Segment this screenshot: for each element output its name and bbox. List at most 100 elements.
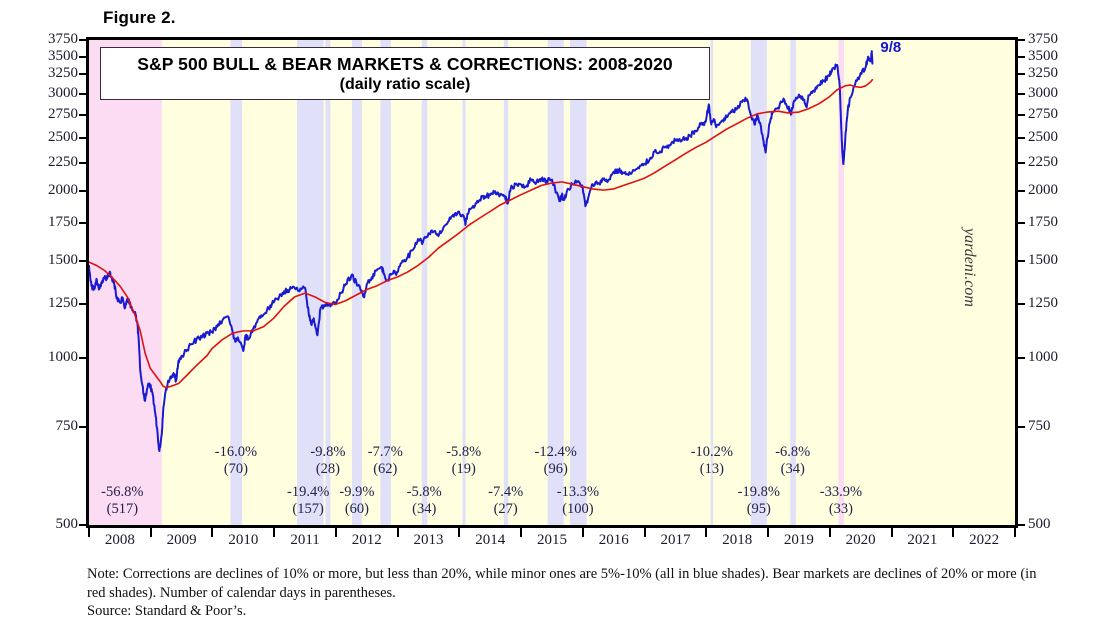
band-annotation-days: (70) — [223, 461, 248, 478]
band-annotation: -12.4% (96) — [510, 444, 602, 478]
y-axis-tick-right — [1018, 426, 1025, 429]
x-axis-label: 2011 — [290, 532, 320, 548]
band-annotation: -7.4% (27) — [460, 484, 552, 518]
band-annotation-days: (62) — [373, 461, 398, 478]
band-annotation-pct: -16.0% — [214, 444, 258, 460]
plot-inner — [89, 40, 1015, 525]
band-annotation-pct: -33.9% — [819, 484, 863, 500]
band-annotation: -16.0% (70) — [190, 444, 282, 478]
y-axis-label-right: 3750 — [1028, 31, 1058, 47]
x-axis-label: 2009 — [166, 532, 197, 548]
chart-title-box: S&P 500 BULL & BEAR MARKETS & CORRECTION… — [100, 47, 710, 100]
y-axis-tick-right — [1018, 190, 1025, 193]
x-axis-tick — [458, 528, 461, 537]
y-axis-tick-right — [1018, 259, 1025, 262]
band-annotation: -5.8% (19) — [418, 444, 510, 478]
y-axis-label-left: 750 — [55, 418, 79, 435]
band-annotation-pct: -9.8% — [310, 444, 346, 460]
x-axis-tick — [643, 528, 646, 537]
band-annotation-pct: -5.8% — [406, 484, 442, 500]
band-annotation-pct: -7.4% — [488, 484, 524, 500]
y-axis-label-right: 1250 — [1028, 295, 1058, 312]
y-axis-label-right: 500 — [1028, 516, 1051, 532]
x-axis-label: 2008 — [104, 532, 135, 548]
shaded-band-bear — [89, 40, 162, 525]
band-annotation: -10.2% (13) — [666, 444, 758, 478]
x-axis-label: 2021 — [907, 532, 938, 548]
y-axis-label-right: 3500 — [1028, 47, 1058, 64]
y-axis-tick-left — [79, 357, 86, 360]
y-axis-tick-right — [1018, 303, 1025, 306]
x-axis-label: 2022 — [969, 532, 1000, 548]
band-annotation-days: (34) — [780, 461, 805, 478]
band-annotation: -9.9% (60) — [311, 484, 403, 518]
y-axis-tick-right — [1018, 524, 1025, 526]
y-axis-tick-right — [1018, 92, 1025, 95]
band-annotation-pct: -5.8% — [446, 444, 482, 460]
y-axis-label-left: 1250 — [48, 295, 78, 312]
y-axis-label-left: 3000 — [48, 84, 78, 101]
y-axis-label-right: 1750 — [1028, 214, 1058, 231]
y-axis-label-left: 2750 — [48, 105, 78, 122]
y-axis-label-right: 2250 — [1028, 153, 1058, 170]
x-axis-label: 2019 — [783, 532, 814, 548]
x-axis-tick — [890, 528, 893, 537]
band-annotation-pct: -9.9% — [339, 484, 375, 500]
y-axis-tick-left — [79, 136, 86, 139]
price-series-line — [89, 50, 874, 452]
x-axis-label: 2012 — [351, 532, 382, 548]
band-annotation-days: (13) — [699, 461, 724, 478]
y-axis-label-left: 1000 — [48, 349, 78, 366]
y-axis-tick-left — [79, 222, 86, 225]
band-annotation-days: (33) — [828, 501, 853, 518]
shaded-band-correction — [297, 40, 324, 525]
y-axis-tick-right — [1018, 73, 1025, 76]
band-annotation: -6.8% (34) — [747, 444, 839, 478]
band-annotation: -19.8% (95) — [713, 484, 805, 518]
x-axis-label: 2013 — [413, 532, 444, 548]
x-axis-tick — [520, 528, 523, 537]
x-axis-tick — [705, 528, 708, 537]
y-axis-tick-right — [1018, 39, 1025, 41]
x-axis-tick — [334, 528, 337, 537]
y-axis-label-left: 1750 — [48, 214, 78, 231]
band-annotation: -5.8% (34) — [378, 484, 470, 518]
y-axis-tick-left — [79, 73, 86, 76]
y-axis-tick-left — [79, 524, 86, 526]
x-axis-label: 2015 — [537, 532, 567, 548]
y-axis-tick-left — [79, 426, 86, 429]
y-axis-tick-right — [1018, 136, 1025, 139]
band-annotation-days: (27) — [493, 501, 518, 518]
note-line-2: Source: Standard & Poor’s. — [87, 603, 247, 620]
x-axis-label: 2016 — [598, 532, 629, 548]
band-annotation-days: (517) — [106, 501, 139, 518]
x-axis-label: 2020 — [845, 532, 876, 548]
y-axis-label-right: 1500 — [1028, 251, 1058, 268]
band-annotation: -19.4% (157) — [262, 484, 354, 518]
y-axis-label-left: 500 — [55, 516, 79, 532]
band-annotation-days: (96) — [543, 461, 568, 478]
band-annotation-pct: -56.8% — [101, 484, 144, 500]
band-annotation-days: (100) — [562, 501, 594, 518]
y-axis-label-right: 3000 — [1028, 84, 1058, 101]
chart-title-line1: S&P 500 BULL & BEAR MARKETS & CORRECTION… — [137, 53, 673, 74]
x-axis-label: 2014 — [475, 532, 506, 548]
x-axis-tick — [952, 528, 955, 537]
y-axis-label-left: 3250 — [48, 65, 78, 82]
y-axis-tick-left — [79, 113, 86, 116]
shaded-band-minor — [421, 40, 428, 525]
x-axis-tick — [767, 528, 770, 537]
x-axis-tick — [273, 528, 276, 537]
band-annotation-pct: -19.4% — [286, 484, 330, 500]
y-axis-label-left: 2250 — [48, 153, 78, 170]
band-annotation-pct: -12.4% — [534, 444, 577, 460]
y-axis-label-right: 2000 — [1028, 182, 1058, 199]
band-annotation: -13.3% (100) — [532, 484, 624, 518]
band-annotation: -56.8% (517) — [76, 484, 168, 518]
shaded-band-correction — [569, 40, 587, 525]
x-axis-tick — [88, 528, 90, 537]
band-annotation-days: (95) — [746, 501, 771, 518]
band-annotation-days: (157) — [292, 501, 324, 518]
shaded-band-minor — [710, 40, 714, 525]
x-axis-label: 2018 — [722, 532, 753, 548]
